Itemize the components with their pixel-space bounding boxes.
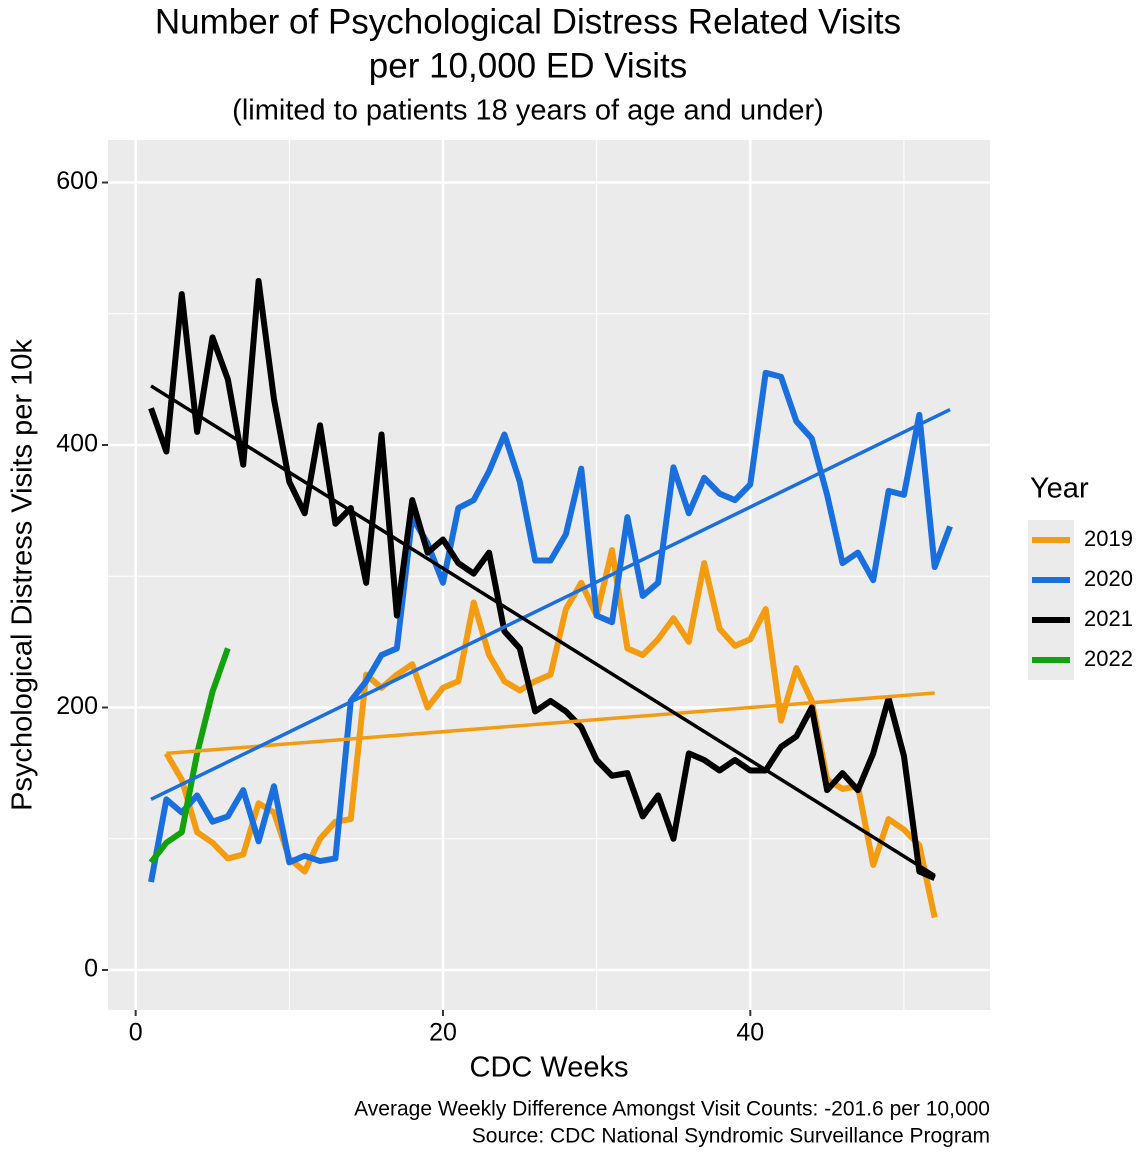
chart-subtitle: (limited to patients 18 years of age and… [232,95,824,127]
y-axis-label: Psychological Distress Visits per 10k [7,339,39,811]
legend-label: 2021 [1084,606,1133,631]
chart-title-line: Number of Psychological Distress Related… [155,2,901,41]
y-tick-label: 400 [56,430,98,458]
legend-label: 2022 [1084,646,1133,671]
plot-background [108,140,990,1010]
trend-line [150,407,951,801]
x-tick-label: 0 [129,1019,143,1047]
trend-line [150,384,936,877]
legend-label: 2019 [1084,526,1133,551]
series-line [148,369,953,883]
y-tick-label: 600 [56,167,98,195]
legend-title: Year [1030,473,1089,505]
trend-line [166,691,935,756]
series-line [148,277,936,881]
x-tick-label: 40 [736,1019,764,1047]
y-tick-label: 0 [84,955,98,983]
chart-title-line: per 10,000 ED Visits [369,46,687,85]
caption-line: Source: CDC National Syndromic Surveilla… [472,1125,990,1148]
y-tick-label: 200 [56,692,98,720]
x-tick-label: 20 [429,1019,457,1047]
legend-label: 2020 [1084,566,1133,591]
caption-line: Average Weekly Difference Amongst Visit … [354,1098,990,1121]
series-line [148,647,231,865]
x-axis-label: CDC Weeks [470,1052,629,1084]
